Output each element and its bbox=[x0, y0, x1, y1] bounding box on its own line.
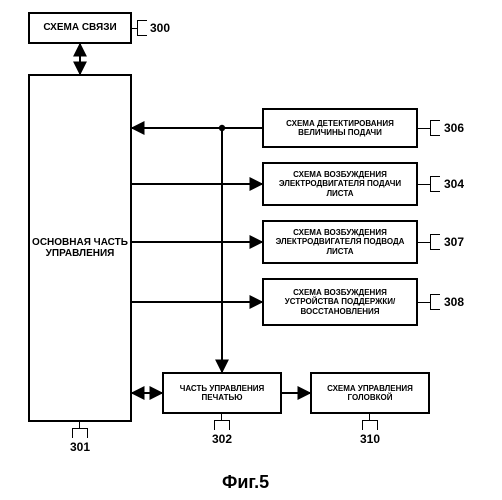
ref-label-310: 310 bbox=[360, 432, 380, 446]
ref-bracket-301 bbox=[72, 428, 88, 438]
ref-label-302: 302 bbox=[212, 432, 232, 446]
box-feed: СХЕМА ВОЗБУЖДЕНИЯ ЭЛЕКТРОДВИГАТЕЛЯ ПОДАЧ… bbox=[262, 162, 418, 206]
diagram-canvas: СХЕМА СВЯЗИ ОСНОВНАЯ ЧАСТЬ УПРАВЛЕНИЯ СХ… bbox=[0, 0, 502, 500]
ref-bracket-304 bbox=[430, 176, 440, 192]
ref-label-304: 304 bbox=[444, 177, 464, 191]
box-support-label: СХЕМА ВОЗБУЖДЕНИЯ УСТРОЙСТВА ПОДДЕРЖКИ/ … bbox=[266, 288, 414, 316]
ref-label-308: 308 bbox=[444, 295, 464, 309]
ref-label-306: 306 bbox=[444, 121, 464, 135]
box-headctl-label: СХЕМА УПРАВЛЕНИЯ ГОЛОВКОЙ bbox=[314, 384, 426, 402]
ref-lead-307 bbox=[418, 242, 430, 243]
ref-lead-304 bbox=[418, 184, 430, 185]
ref-label-300: 300 bbox=[150, 21, 170, 35]
box-comm: СХЕМА СВЯЗИ bbox=[28, 12, 132, 44]
ref-lead-302 bbox=[221, 414, 222, 420]
box-feed-label: СХЕМА ВОЗБУЖДЕНИЯ ЭЛЕКТРОДВИГАТЕЛЯ ПОДАЧ… bbox=[266, 170, 414, 198]
box-comm-label: СХЕМА СВЯЗИ bbox=[43, 22, 116, 34]
ref-bracket-307 bbox=[430, 234, 440, 250]
box-main: ОСНОВНАЯ ЧАСТЬ УПРАВЛЕНИЯ bbox=[28, 74, 132, 422]
bus-junction bbox=[219, 125, 225, 131]
ref-label-307: 307 bbox=[444, 235, 464, 249]
ref-lead-306 bbox=[418, 128, 430, 129]
ref-bracket-306 bbox=[430, 120, 440, 136]
ref-bracket-310 bbox=[362, 420, 378, 430]
ref-lead-310 bbox=[369, 414, 370, 420]
ref-lead-301 bbox=[79, 422, 80, 428]
box-headctl: СХЕМА УПРАВЛЕНИЯ ГОЛОВКОЙ bbox=[310, 372, 430, 414]
box-detect-label: СХЕМА ДЕТЕКТИРОВАНИЯ ВЕЛИЧИНЫ ПОДАЧИ bbox=[266, 119, 414, 137]
box-printctl-label: ЧАСТЬ УПРАВЛЕНИЯ ПЕЧАТЬЮ bbox=[166, 384, 278, 402]
figure-caption: Фиг.5 bbox=[222, 472, 269, 493]
ref-lead-308 bbox=[418, 302, 430, 303]
box-supply: СХЕМА ВОЗБУЖДЕНИЯ ЭЛЕКТРОДВИГАТЕЛЯ ПОДВО… bbox=[262, 220, 418, 264]
box-support: СХЕМА ВОЗБУЖДЕНИЯ УСТРОЙСТВА ПОДДЕРЖКИ/ … bbox=[262, 278, 418, 326]
box-detect: СХЕМА ДЕТЕКТИРОВАНИЯ ВЕЛИЧИНЫ ПОДАЧИ bbox=[262, 108, 418, 148]
ref-lead-300 bbox=[132, 28, 137, 29]
box-printctl: ЧАСТЬ УПРАВЛЕНИЯ ПЕЧАТЬЮ bbox=[162, 372, 282, 414]
box-main-label: ОСНОВНАЯ ЧАСТЬ УПРАВЛЕНИЯ bbox=[32, 237, 128, 260]
ref-label-301: 301 bbox=[70, 440, 90, 454]
ref-bracket-300 bbox=[137, 20, 147, 36]
ref-bracket-308 bbox=[430, 294, 440, 310]
ref-bracket-302 bbox=[214, 420, 230, 430]
box-supply-label: СХЕМА ВОЗБУЖДЕНИЯ ЭЛЕКТРОДВИГАТЕЛЯ ПОДВО… bbox=[266, 228, 414, 256]
